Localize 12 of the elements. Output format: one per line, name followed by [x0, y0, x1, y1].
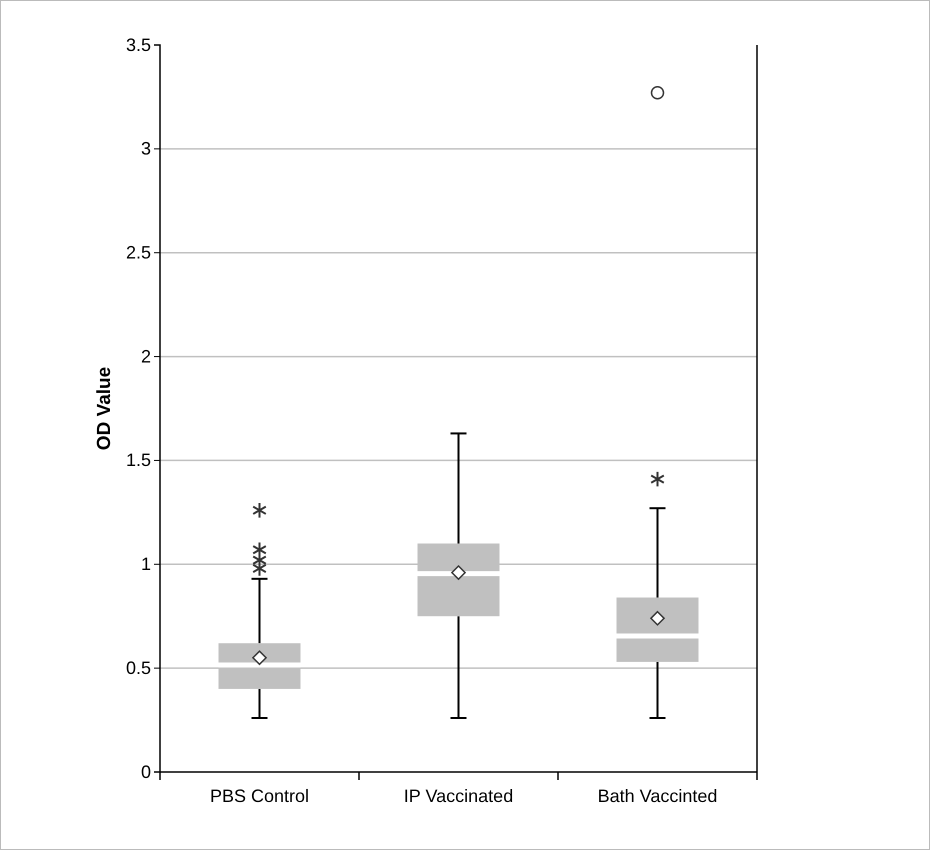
y-tick-label: 1 [140, 554, 151, 574]
y-tick-label: 1.5 [126, 450, 151, 470]
x-tick-label: IP Vaccinated [404, 786, 514, 806]
y-axis-title: OD Value [94, 366, 115, 450]
x-tick-label: PBS Control [210, 786, 310, 806]
y-tick-label: 3 [140, 138, 151, 159]
y-tick-label: 0 [140, 762, 151, 782]
y-tick-label: 2 [140, 346, 151, 366]
y-tick-label: 2.5 [126, 242, 151, 262]
y-tick-label: 3.5 [126, 34, 151, 55]
y-tick-label: 0.5 [126, 658, 151, 678]
x-tick-label: Bath Vaccinted [598, 786, 718, 806]
